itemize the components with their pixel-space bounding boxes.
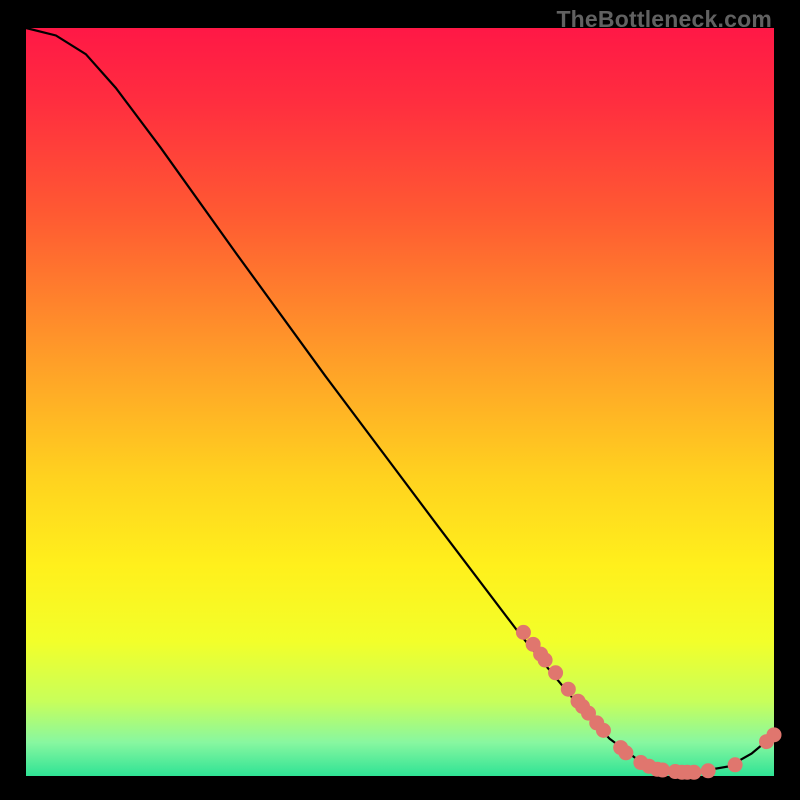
marker-point (701, 763, 716, 778)
curve-line (26, 28, 774, 772)
marker-point (596, 723, 611, 738)
marker-point (766, 727, 781, 742)
marker-point (618, 745, 633, 760)
marker-point (655, 763, 670, 778)
marker-point (561, 682, 576, 697)
marker-point (516, 625, 531, 640)
marker-point (686, 765, 701, 780)
chart-overlay (26, 28, 774, 776)
marker-point (538, 653, 553, 668)
marker-point (728, 757, 743, 772)
marker-group (516, 625, 782, 780)
marker-point (548, 665, 563, 680)
